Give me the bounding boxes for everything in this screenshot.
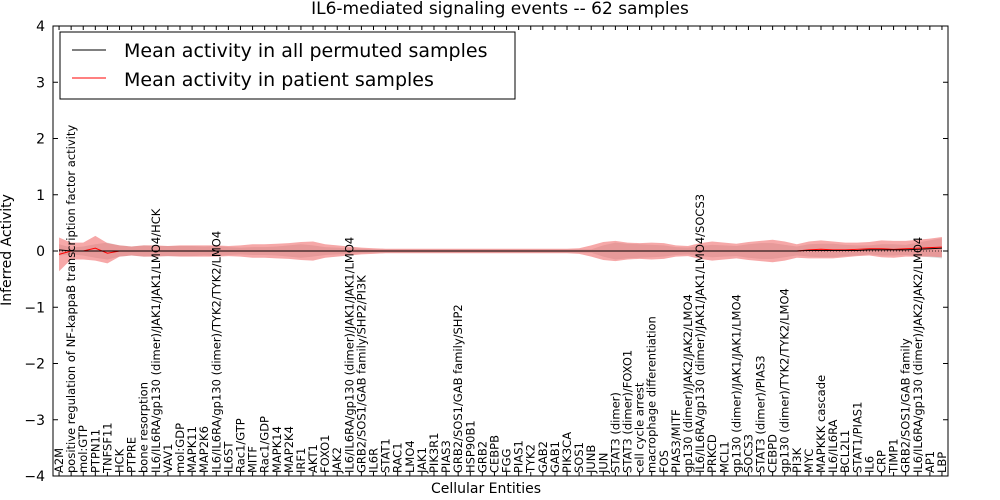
- x-tick-label: PTPRE: [125, 437, 139, 473]
- x-tick-label: IL6/IL6RA/gp130 (dimer)/JAK1/JAK1/LMO4/H…: [149, 208, 163, 473]
- x-tick-label: STAT3 (dimer): [608, 392, 622, 473]
- x-tick-label: MAPK14: [270, 426, 284, 473]
- y-tick-label: −4: [24, 469, 45, 485]
- x-tick-label: GAB1: [548, 441, 562, 473]
- x-tick-label: GAB2: [536, 441, 550, 473]
- x-axis-label: Cellular Entities: [431, 481, 541, 497]
- y-tick-label: 2: [36, 132, 45, 148]
- x-tick-label: IRF1: [294, 448, 308, 473]
- x-tick-label: PIK3R1: [427, 433, 441, 474]
- y-tick-label: −1: [24, 300, 45, 316]
- x-tick-label: bone resorption: [137, 382, 151, 473]
- x-tick-label: JUN: [596, 453, 610, 474]
- x-tick-label: CEBPB: [487, 435, 501, 473]
- x-tick-label: cell cycle arrest: [633, 382, 647, 473]
- y-tick-label: 4: [36, 19, 45, 35]
- x-tick-label: gp130 (dimer)/TYK2/TYK2/LMO4: [778, 288, 792, 473]
- band-patient: [59, 235, 942, 272]
- x-tick-label: GRB2/SOS1/GAB family/SHP2: [451, 304, 465, 473]
- x-tick-label: MAP2K4: [282, 426, 296, 473]
- x-tick-label: STAT1/PIAS1: [850, 402, 864, 473]
- x-tick-label: FGG: [500, 449, 514, 473]
- x-tick-label: IL6ST: [221, 441, 235, 473]
- x-tick-label: SOCS3: [741, 434, 755, 473]
- x-tick-label: GRB2/SOS1/GAB family/SHP2/PI3K: [354, 275, 368, 473]
- x-tick-label: PIAS1: [512, 440, 526, 473]
- y-tick-label: 0: [36, 244, 45, 260]
- x-tick-label: STAT3 (dimer)/PIAS3: [754, 355, 768, 473]
- x-tick-label: PIAS3/MITF: [669, 409, 683, 473]
- y-tick-label: −2: [24, 357, 45, 373]
- x-tick-label: MAPKKK cascade: [814, 375, 828, 473]
- line-permuted: [59, 247, 942, 252]
- x-tick-label: HSP90B1: [463, 420, 477, 473]
- y-axis-ticks: −4 −3 −2 −1 0 1 2 3 4: [24, 19, 948, 485]
- x-tick-label: gp130 (dimer)/JAK2/JAK2/LMO4: [681, 294, 695, 473]
- x-tick-label: JAK2: [330, 447, 344, 474]
- y-tick-label: 1: [36, 188, 45, 204]
- x-tick-label: MYC: [802, 449, 816, 473]
- y-axis-label: Inferred Activity: [0, 194, 15, 306]
- x-tick-label: TYK2: [524, 444, 538, 474]
- series-lines: [53, 246, 948, 255]
- x-tick-label: IL6/IL6RA/gp130 (dimer)/JAK1/JAK1/LMO4: [342, 237, 356, 473]
- x-tick-label: AKT1: [306, 444, 320, 473]
- x-tick-label: IL6/IL6RA/gp130 (dimer)/JAK1/JAK1/LMO4/S…: [693, 194, 707, 473]
- x-tick-label: JAK1: [415, 447, 429, 474]
- x-tick-label: SOS1: [572, 442, 586, 473]
- x-tick-label: PTPN11: [88, 429, 102, 473]
- chart-title: IL6-mediated signaling events -- 62 samp…: [311, 0, 689, 19]
- x-tick-label: gp130 (dimer)/JAK1/JAK1/LMO4: [729, 294, 743, 473]
- x-tick-label: HCK: [113, 448, 127, 473]
- legend-box: [59, 31, 516, 100]
- y-tick-label: 3: [36, 75, 45, 91]
- x-tick-label: MITF: [246, 446, 260, 473]
- x-tick-label: MAP2K6: [197, 426, 211, 473]
- x-tick-label: IL6R: [367, 448, 381, 473]
- x-tick-label: PI3K: [790, 447, 804, 473]
- x-tick-label: TNFSF11: [100, 422, 114, 474]
- x-tick-label: MAPK11: [185, 426, 199, 473]
- x-tick-label: FOS: [657, 450, 671, 473]
- x-tick-label: MCL1: [717, 441, 731, 473]
- x-tick-label: JUNB: [584, 445, 598, 474]
- x-tick-label: positive regulation of NF-kappaB transcr…: [64, 125, 78, 473]
- x-tick-label: FOXO1: [318, 435, 332, 473]
- x-tick-label: STAT1: [379, 438, 393, 473]
- x-tick-label: GRB2/SOS1/GAB family: [899, 338, 913, 473]
- legend-label-patient: Mean activity in patient samples: [124, 69, 434, 91]
- x-tick-label: PIAS3: [439, 440, 453, 473]
- x-tick-label: TIMP1: [887, 438, 901, 474]
- x-tick-label: GRB2: [475, 441, 489, 473]
- x-tick-label: macrophage differentiation: [645, 316, 659, 473]
- x-tick-label: STAT3 (dimer)/FOXO1: [620, 350, 634, 473]
- legend: Mean activity in all permuted samples Me…: [59, 31, 516, 100]
- x-tick-label: PIK3CA: [560, 432, 574, 473]
- x-tick-label: Rac1/GDP: [258, 416, 272, 473]
- x-tick-label: IL6/IL6RA/gp130 (dimer)/TYK2/TYK2/LMO4: [209, 231, 223, 473]
- x-tick-label: IL6/IL6RA: [826, 419, 840, 473]
- x-tick-label: mol:GDP: [173, 423, 187, 473]
- x-tick-label: IL6: [862, 456, 876, 473]
- x-tick-label: A2M: [52, 448, 66, 473]
- x-tick-label: mol:GTP: [76, 425, 90, 473]
- x-tick-label: LMO4: [403, 440, 417, 473]
- x-tick-label: CRP: [874, 450, 888, 473]
- uncertainty-bands: [59, 235, 942, 272]
- x-tick-label: Rac1/GTP: [233, 418, 247, 473]
- x-tick-label: RAC1: [391, 442, 405, 473]
- plot-frame: [52, 25, 949, 477]
- x-tick-label: LBP: [935, 452, 949, 473]
- x-tick-label: AP1: [923, 451, 937, 473]
- y-tick-label: −3: [24, 413, 45, 429]
- x-tick-label: IL6/IL6RA/gp130 (dimer)/JAK2/JAK2/LMO4: [911, 237, 925, 473]
- x-tick-label: PRKCD: [705, 434, 719, 473]
- legend-label-permuted: Mean activity in all permuted samples: [124, 40, 487, 62]
- x-tick-label: VAV1: [161, 444, 175, 473]
- x-tick-label: BCL2L1: [838, 430, 852, 473]
- x-tick-label: CEBPD: [766, 434, 780, 473]
